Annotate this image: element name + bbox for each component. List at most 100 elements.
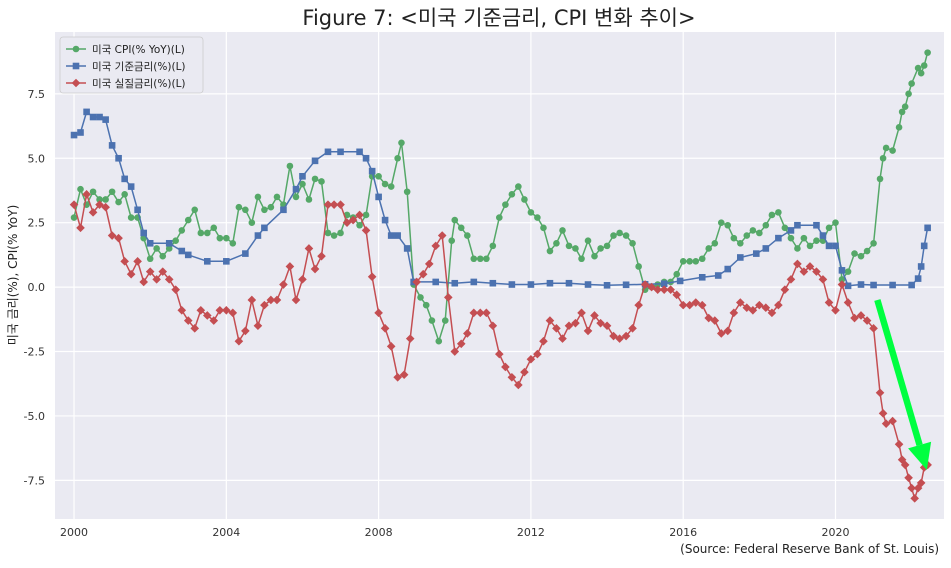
- data-point: [610, 232, 617, 239]
- data-point: [685, 300, 694, 310]
- data-point: [832, 242, 839, 250]
- data-point: [197, 229, 205, 237]
- data-point: [717, 219, 725, 226]
- data-point: [223, 258, 230, 265]
- data-point: [367, 272, 377, 282]
- data-point: [917, 263, 925, 270]
- data-point: [470, 255, 478, 263]
- data-point: [577, 308, 586, 318]
- data-point: [139, 277, 149, 287]
- data-point: [924, 224, 931, 232]
- data-point: [280, 206, 287, 214]
- data-point: [622, 232, 630, 239]
- data-point: [843, 298, 853, 307]
- data-point: [647, 282, 656, 292]
- data-point: [495, 349, 504, 359]
- data-point: [730, 234, 738, 242]
- data-point: [496, 214, 503, 221]
- data-point: [812, 267, 821, 276]
- data-point: [540, 224, 547, 232]
- data-point: [775, 234, 782, 242]
- data-point: [451, 279, 459, 287]
- data-point: [596, 318, 605, 328]
- data-point: [635, 263, 642, 270]
- data-point: [583, 326, 593, 336]
- data-point: [165, 245, 173, 252]
- data-point: [260, 300, 269, 310]
- data-point: [273, 193, 281, 201]
- data-point: [279, 280, 288, 289]
- data-point: [742, 303, 752, 313]
- data-point: [838, 267, 846, 274]
- data-point: [324, 229, 332, 237]
- data-point: [229, 239, 237, 247]
- data-point: [375, 193, 382, 201]
- data-point: [342, 218, 352, 227]
- data-point: [422, 301, 430, 309]
- x-tick-label: 2000: [60, 526, 88, 539]
- data-point: [913, 483, 923, 493]
- data-point: [704, 313, 714, 323]
- data-point: [216, 234, 224, 242]
- data-point: [190, 324, 200, 333]
- data-point: [818, 275, 828, 284]
- data-point: [177, 305, 187, 315]
- data-point: [761, 303, 771, 313]
- data-point: [121, 175, 128, 183]
- data-point: [578, 255, 585, 263]
- series-0: [70, 49, 931, 345]
- data-point: [876, 175, 884, 183]
- data-point: [254, 232, 262, 239]
- data-point: [724, 265, 732, 273]
- data-point: [475, 308, 485, 318]
- data-point: [527, 209, 535, 216]
- data-point: [857, 252, 865, 260]
- data-point: [127, 214, 135, 221]
- data-point: [698, 255, 706, 263]
- data-point: [267, 203, 275, 211]
- data-point: [299, 180, 306, 188]
- data-point: [489, 279, 497, 287]
- data-point: [672, 290, 682, 300]
- data-point: [310, 264, 320, 274]
- data-point: [114, 233, 123, 243]
- data-point: [825, 224, 833, 232]
- data-point: [381, 180, 389, 188]
- legend-label: 미국 기준금리(%)(L): [92, 61, 186, 73]
- data-point: [463, 329, 472, 338]
- data-point: [552, 324, 561, 333]
- data-point: [424, 259, 434, 269]
- data-point: [862, 316, 872, 325]
- data-point: [441, 317, 449, 324]
- data-point: [210, 224, 218, 232]
- data-point: [889, 147, 896, 154]
- data-point: [107, 231, 117, 240]
- data-point: [292, 185, 300, 193]
- data-point: [710, 316, 720, 325]
- data-point: [875, 388, 885, 398]
- data-point: [381, 216, 389, 224]
- data-point: [368, 167, 376, 175]
- legend-marker: [72, 45, 80, 53]
- data-point: [196, 305, 206, 315]
- data-point: [235, 203, 243, 211]
- y-tick-label: -2.5: [24, 346, 45, 359]
- data-point: [762, 221, 770, 229]
- data-point: [134, 206, 141, 214]
- data-point: [806, 242, 814, 250]
- data-point: [825, 242, 833, 250]
- data-point: [337, 229, 344, 237]
- data-point: [476, 255, 484, 263]
- axis-ticks: 2000 2004 2008 2012 2016 2020 -7.5 -5.0 -2.5 0.0 2…: [24, 88, 850, 539]
- data-point: [456, 339, 466, 349]
- data-point: [330, 232, 338, 239]
- data-point: [793, 259, 802, 269]
- data-point: [470, 278, 478, 286]
- data-point: [146, 239, 154, 247]
- data-point: [159, 252, 167, 260]
- data-point: [609, 331, 618, 341]
- x-tick-label: 2008: [365, 526, 393, 539]
- data-point: [914, 275, 922, 282]
